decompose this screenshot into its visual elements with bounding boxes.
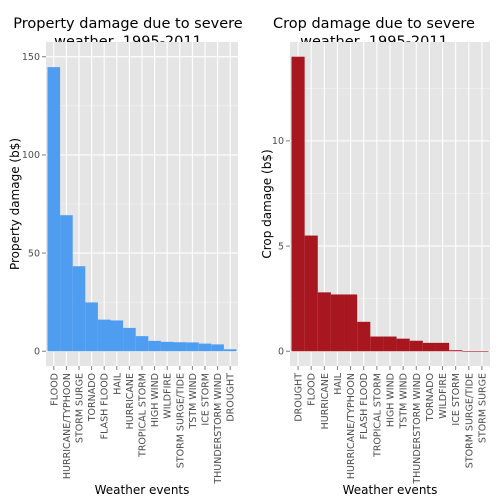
- bar-storm-surge: [72, 266, 86, 352]
- x-tick-label: HIGH WIND: [150, 373, 161, 427]
- bar-high-wind: [148, 340, 161, 352]
- x-tick-label: HAIL: [112, 372, 123, 394]
- chart-title-line: Crop damage due to severe: [273, 16, 475, 32]
- x-tick-label: TORNADO: [425, 373, 436, 422]
- bar-hurricane: [123, 327, 136, 352]
- y-tick-label: 50: [28, 248, 40, 259]
- x-tick-label: STORM SURGE: [477, 373, 488, 443]
- x-tick-label: HAIL: [333, 372, 344, 394]
- x-tick-label: STORM SURGE/TIDE: [175, 373, 186, 468]
- x-tick-label: HURRICANE/TYPHOON: [346, 373, 357, 479]
- bar-tornado: [85, 302, 98, 352]
- bar-tropical-storm: [370, 336, 384, 352]
- x-tick-label: STORM SURGE: [75, 373, 86, 443]
- x-tick-label: WILDFIRE: [163, 373, 174, 419]
- x-tick-label: DROUGHT: [294, 373, 305, 422]
- bar-wildfire: [435, 342, 450, 352]
- bar-flood: [304, 235, 318, 352]
- bar-storm-surge: [475, 351, 489, 352]
- x-tick-label: WILDFIRE: [438, 373, 449, 419]
- x-tick-label: FLASH FLOOD: [100, 373, 111, 439]
- bar-ice-storm: [198, 343, 212, 352]
- x-tick-label: TSTM WIND: [399, 373, 410, 429]
- bar-drought: [291, 56, 305, 352]
- y-tick-label: 10: [272, 136, 284, 147]
- bar-hurricane-typhoon: [344, 294, 358, 352]
- x-tick-label: TSTM WIND: [188, 373, 199, 429]
- bar-flood: [47, 67, 61, 352]
- bar-drought: [223, 349, 237, 352]
- y-tick-label: 100: [22, 150, 40, 161]
- y-tick-label: 150: [22, 52, 40, 63]
- x-tick-label: HIGH WIND: [386, 373, 397, 427]
- bar-hail: [330, 294, 345, 352]
- bar-thunderstorm-wind: [409, 340, 423, 352]
- x-tick-label: HURRICANE/TYPHOON: [62, 373, 73, 479]
- bar-flash-flood: [97, 319, 111, 352]
- bar-hurricane: [317, 292, 331, 352]
- x-tick-label: THUNDERSTORM WIND: [412, 373, 423, 485]
- x-tick-label: TORNADO: [87, 373, 98, 422]
- x-tick-label: ICE STORM: [201, 373, 212, 426]
- bar-thunderstorm-wind: [211, 344, 224, 352]
- x-tick-label: TROPICAL STORM: [372, 373, 383, 458]
- x-tick-label: HURRICANE: [320, 373, 331, 429]
- y-axis-label: Crop damage (b$): [260, 149, 274, 258]
- x-tick-label: DROUGHT: [226, 373, 237, 422]
- bar-tropical-storm: [135, 336, 149, 352]
- x-tick-label: FLOOD: [307, 373, 318, 406]
- x-axis-label: Weather events: [343, 483, 438, 497]
- x-tick-label: STORM SURGE/TIDE: [464, 373, 475, 468]
- bar-storm-surge-tide: [462, 351, 476, 352]
- bar-flash-flood: [357, 321, 371, 352]
- x-tick-label: HURRICANE: [125, 373, 136, 429]
- property-damage-chart: Property damage due to severeweather, 19…: [8, 16, 243, 497]
- x-tick-label: THUNDERSTORM WIND: [213, 373, 224, 485]
- x-tick-label: FLASH FLOOD: [359, 373, 370, 439]
- x-tick-label: ICE STORM: [451, 373, 462, 426]
- x-tick-label: TROPICAL STORM: [138, 373, 149, 458]
- bar-tstm-wind: [186, 342, 199, 352]
- bar-hail: [110, 320, 124, 352]
- bar-storm-surge-tide: [173, 342, 187, 352]
- bar-wildfire: [160, 341, 174, 352]
- crop-damage-chart: Crop damage due to severeweather, 1995-2…: [260, 16, 490, 497]
- y-tick-label: 5: [278, 241, 284, 252]
- x-axis-label: Weather events: [95, 483, 190, 497]
- bar-hurricane-typhoon: [60, 215, 73, 352]
- bar-ice-storm: [449, 350, 463, 352]
- y-tick-label: 0: [278, 347, 284, 358]
- y-axis-label: Property damage (b$): [8, 138, 22, 270]
- bar-high-wind: [383, 336, 397, 352]
- y-tick-label: 0: [34, 347, 40, 358]
- x-tick-label: FLOOD: [49, 373, 60, 406]
- bar-tornado: [422, 342, 436, 352]
- chart-title-line: Property damage due to severe: [13, 16, 243, 32]
- bar-tstm-wind: [396, 338, 410, 352]
